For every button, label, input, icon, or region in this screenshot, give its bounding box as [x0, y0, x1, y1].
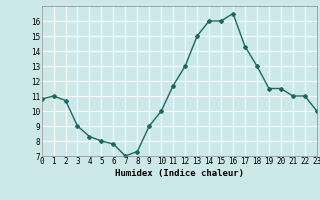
X-axis label: Humidex (Indice chaleur): Humidex (Indice chaleur): [115, 169, 244, 178]
